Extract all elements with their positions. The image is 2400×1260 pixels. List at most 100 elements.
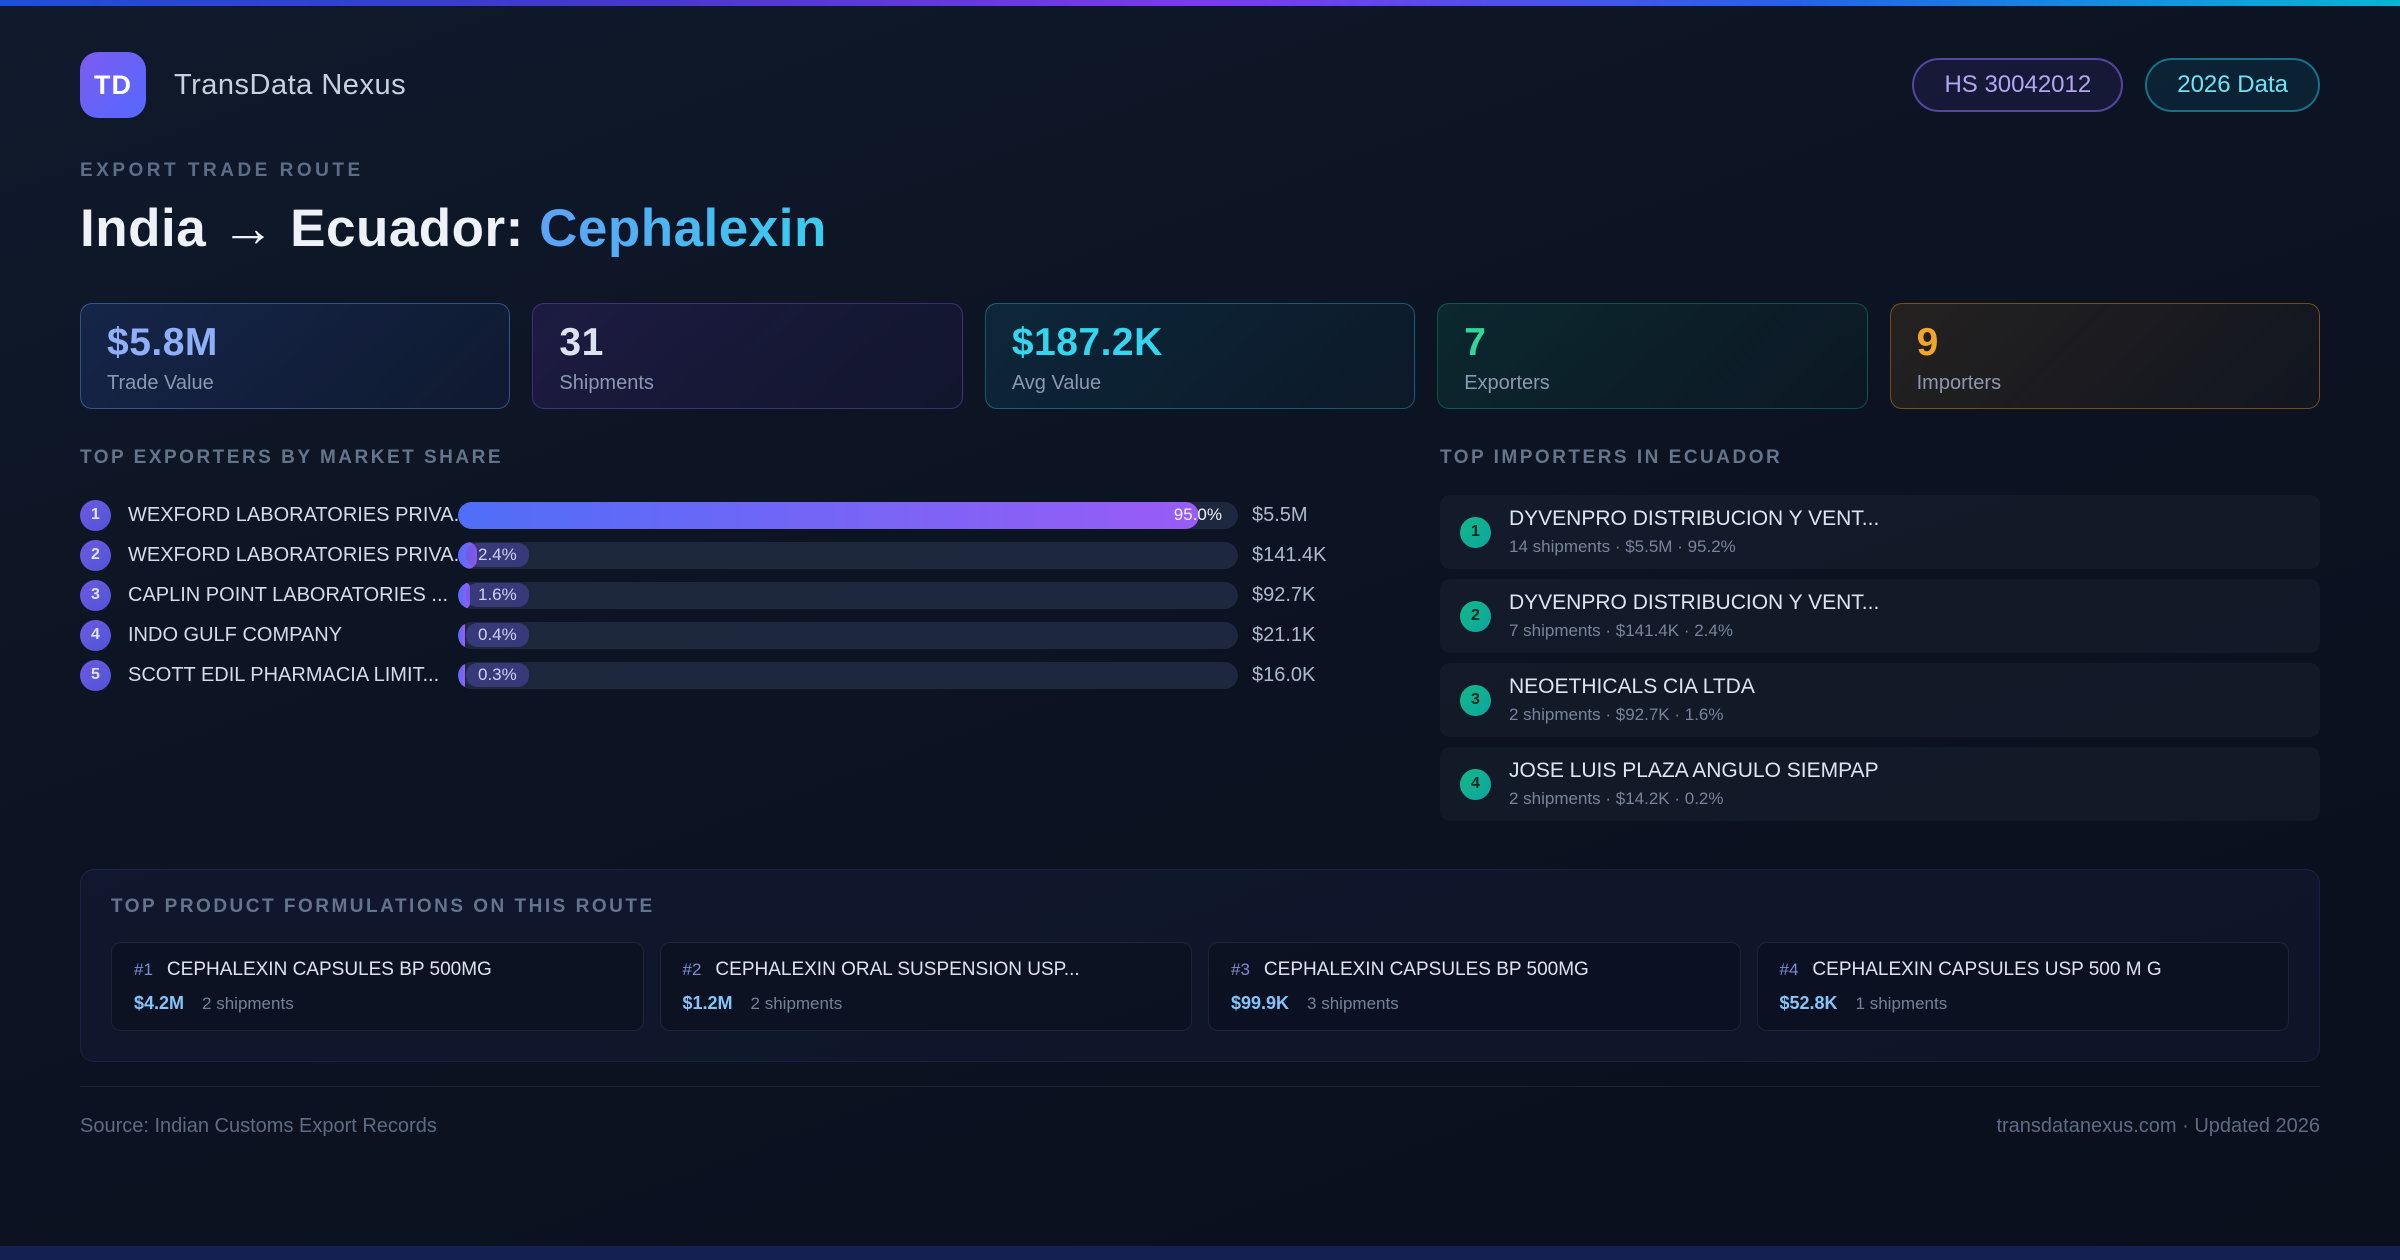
- app-logo-text: TD: [94, 69, 132, 100]
- product-card[interactable]: #1 CEPHALEXIN CAPSULES BP 500MG $4.2M 2 …: [111, 942, 644, 1031]
- product-line2: $1.2M 2 shipments: [683, 993, 1170, 1014]
- exporter-name: INDO GULF COMPANY: [128, 623, 343, 646]
- product-name: CEPHALEXIN CAPSULES BP 500MG: [1263, 959, 1589, 980]
- market-share-bar: 2.4%: [458, 541, 1238, 569]
- importer-detail: 14 shipments · $5.5M · 95.2%: [1509, 537, 1736, 556]
- exporter-row[interactable]: 5 SCOTT EDIL PHARMACIA LIMIT... 0.3% $16…: [80, 655, 1362, 695]
- importer-name: DYVENPRO DISTRIBUCION Y VENT...: [1509, 591, 1880, 614]
- share-percent-label: 0.3%: [466, 663, 529, 687]
- importer-name: DYVENPRO DISTRIBUCION Y VENT...: [1509, 507, 1880, 530]
- importers-heading: TOP IMPORTERS IN ECUADOR: [1440, 447, 1783, 468]
- app-logo: TD: [80, 52, 146, 118]
- product-card[interactable]: #3 CEPHALEXIN CAPSULES BP 500MG $99.9K 3…: [1208, 942, 1741, 1031]
- stat-card-exporters: 7 Exporters: [1437, 303, 1868, 409]
- importer-row[interactable]: 1 DYVENPRO DISTRIBUCION Y VENT... 14 shi…: [1440, 495, 2320, 569]
- bar-fill: [458, 581, 471, 609]
- bar-fill: [458, 661, 466, 689]
- importer-texts: DYVENPRO DISTRIBUCION Y VENT... 14 shipm…: [1509, 507, 1879, 557]
- product-rank: #2: [682, 960, 702, 979]
- app-title: TransData Nexus: [174, 68, 407, 101]
- importer-texts: DYVENPRO DISTRIBUCION Y VENT... 7 shipme…: [1509, 591, 1879, 641]
- product-name: CEPHALEXIN CAPSULES USP 500 M G: [1812, 959, 2162, 980]
- stat-value: $5.8M: [107, 321, 218, 364]
- stat-value: $187.2K: [1011, 321, 1163, 364]
- share-percent-label: 95.0%: [1173, 505, 1222, 524]
- exporter-name: SCOTT EDIL PHARMACIA LIMIT...: [128, 663, 440, 686]
- product-line1: #2 CEPHALEXIN ORAL SUSPENSION USP...: [683, 959, 1170, 981]
- bar-fill: [458, 541, 477, 569]
- main-columns: TOP EXPORTERS BY MARKET SHARE 1 WEXFORD …: [80, 447, 2320, 831]
- importer-detail: 7 shipments · $141.4K · 2.4%: [1509, 621, 1733, 640]
- stat-label: Importers: [1916, 372, 2002, 394]
- hs-code-badge[interactable]: HS 30042012: [1912, 58, 2124, 112]
- product-line1: #4 CEPHALEXIN CAPSULES USP 500 M G: [1780, 959, 2267, 981]
- importer-row[interactable]: 3 NEOETHICALS CIA LTDA 2 shipments · $92…: [1440, 663, 2320, 737]
- exporter-value: $16.0K: [1252, 663, 1316, 686]
- stat-cards: $5.8M Trade Value 31 Shipments $187.2K A…: [80, 303, 2321, 409]
- stat-value: 7: [1464, 321, 1487, 364]
- stat-card-importers: 9 Importers: [1889, 303, 2321, 409]
- product-value: $4.2M: [134, 993, 185, 1013]
- bar-fill: [458, 621, 466, 649]
- bottom-strip: [0, 1246, 2400, 1260]
- footer-source: Source: Indian Customs Export Records: [80, 1115, 437, 1137]
- importer-row[interactable]: 4 JOSE LUIS PLAZA ANGULO SIEMPAP 2 shipm…: [1440, 747, 2320, 821]
- product-rank: #3: [1231, 960, 1250, 979]
- share-percent-label: 0.4%: [466, 623, 529, 647]
- exporter-row[interactable]: 4 INDO GULF COMPANY 0.4% $21.1K: [80, 615, 1362, 655]
- top-accent-bar: [0, 0, 2400, 6]
- product-value: $99.9K: [1231, 993, 1290, 1013]
- importer-row[interactable]: 2 DYVENPRO DISTRIBUCION Y VENT... 7 ship…: [1440, 579, 2320, 653]
- rank-badge: 3: [80, 579, 111, 611]
- stat-card-trade-value: $5.8M Trade Value: [80, 303, 511, 409]
- products-heading: TOP PRODUCT FORMULATIONS ON THIS ROUTE: [111, 896, 655, 917]
- rank-badge: 2: [80, 539, 111, 571]
- exporter-value: $92.7K: [1252, 583, 1316, 606]
- stat-value: 31: [559, 321, 604, 364]
- product-value: $1.2M: [682, 993, 733, 1013]
- product-line1: #3 CEPHALEXIN CAPSULES BP 500MG: [1231, 959, 1718, 981]
- product-card[interactable]: #2 CEPHALEXIN ORAL SUSPENSION USP... $1.…: [659, 942, 1192, 1031]
- rank-badge: 3: [1460, 684, 1491, 716]
- product-shipments: 3 shipments: [1307, 994, 1399, 1013]
- product-rank: #1: [134, 960, 153, 979]
- product-cards: #1 CEPHALEXIN CAPSULES BP 500MG $4.2M 2 …: [111, 942, 2289, 1031]
- market-share-bar: 0.4%: [458, 621, 1238, 649]
- exporter-row[interactable]: 2 WEXFORD LABORATORIES PRIVA... 2.4% $14…: [80, 535, 1362, 575]
- stat-value: 9: [1916, 321, 1939, 364]
- product-line2: $4.2M 2 shipments: [134, 993, 621, 1014]
- product-card[interactable]: #4 CEPHALEXIN CAPSULES USP 500 M G $52.8…: [1756, 942, 2289, 1031]
- importers-section: TOP IMPORTERS IN ECUADOR 1 DYVENPRO DIST…: [1440, 447, 2320, 831]
- exporter-name: CAPLIN POINT LABORATORIES ...: [128, 583, 449, 606]
- exporter-name: WEXFORD LABORATORIES PRIVA...: [128, 543, 458, 566]
- rank-badge: 1: [80, 499, 111, 531]
- market-share-bar: 0.3%: [458, 661, 1238, 689]
- exporter-row[interactable]: 1 WEXFORD LABORATORIES PRIVA... 95.0% $5…: [80, 495, 1362, 535]
- exporter-value: $5.5M: [1252, 503, 1308, 526]
- importer-texts: JOSE LUIS PLAZA ANGULO SIEMPAP 2 shipmen…: [1509, 759, 1879, 809]
- exporter-row[interactable]: 3 CAPLIN POINT LABORATORIES ... 1.6% $92…: [80, 575, 1362, 615]
- rank-badge: 4: [1460, 768, 1491, 800]
- product-line2: $52.8K 1 shipments: [1780, 993, 2267, 1014]
- importer-name: JOSE LUIS PLAZA ANGULO SIEMPAP: [1509, 759, 1879, 782]
- eyebrow-label: EXPORT TRADE ROUTE: [80, 160, 364, 181]
- product-line1: #1 CEPHALEXIN CAPSULES BP 500MG: [134, 959, 621, 981]
- page: TD TransData Nexus HS 30042012 2026 Data…: [0, 52, 2400, 1138]
- importer-detail: 2 shipments · $14.2K · 0.2%: [1509, 789, 1724, 808]
- stat-label: Avg Value: [1011, 372, 1102, 394]
- share-percent-label: 2.4%: [466, 543, 529, 567]
- market-share-bar: 95.0%: [458, 501, 1238, 529]
- product-name: CEPHALEXIN CAPSULES BP 500MG: [166, 959, 492, 980]
- page-title-product: Cephalexin: [539, 199, 827, 258]
- data-year-badge[interactable]: 2026 Data: [2145, 58, 2320, 112]
- footer-site: transdatanexus.com · Updated 2026: [1996, 1115, 2320, 1137]
- product-line2: $99.9K 3 shipments: [1231, 993, 1718, 1014]
- product-shipments: 2 shipments: [202, 994, 294, 1013]
- exporters-section: TOP EXPORTERS BY MARKET SHARE 1 WEXFORD …: [80, 447, 1362, 695]
- rank-badge: 4: [80, 619, 111, 651]
- page-title-route: India → Ecuador:: [80, 199, 540, 258]
- importer-name: NEOETHICALS CIA LTDA: [1509, 675, 1755, 698]
- exporter-value: $21.1K: [1252, 623, 1316, 646]
- app-header: TD TransData Nexus HS 30042012 2026 Data: [80, 52, 2320, 118]
- exporter-value: $141.4K: [1252, 543, 1327, 566]
